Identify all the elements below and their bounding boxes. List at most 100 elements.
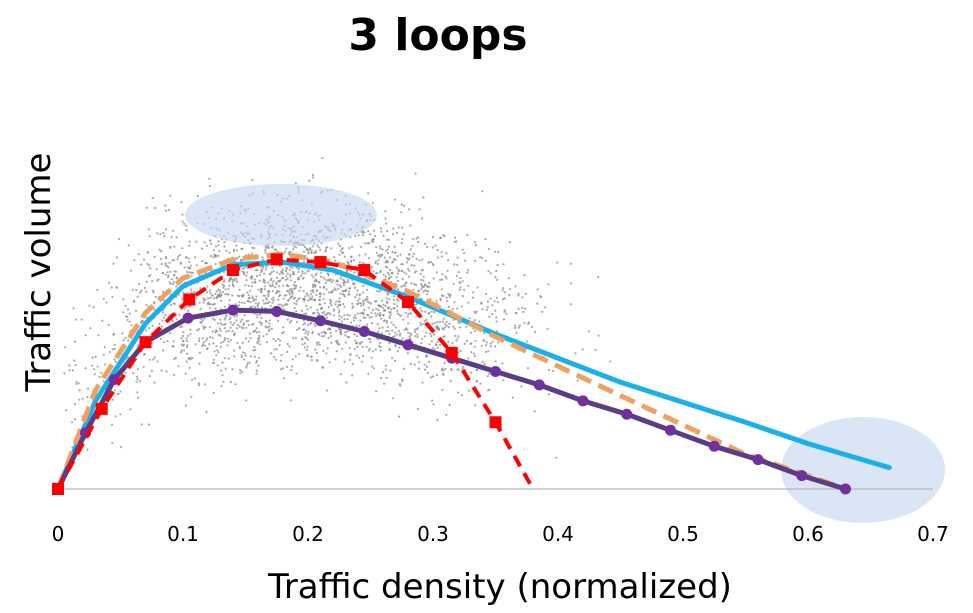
scatter-point: [340, 328, 343, 331]
scatter-point: [386, 307, 389, 310]
scatter-point: [379, 312, 382, 315]
scatter-point: [413, 264, 416, 267]
scatter-point: [326, 246, 329, 249]
scatter-point: [447, 292, 450, 295]
scatter-point: [206, 337, 209, 340]
scatter-point: [306, 354, 309, 357]
scatter-point: [435, 271, 438, 274]
scatter-point: [194, 343, 197, 346]
scatter-point: [281, 367, 285, 370]
scatter-point: [207, 297, 210, 300]
scatter-point: [186, 345, 189, 349]
scatter-point: [367, 192, 370, 195]
scatter-point: [135, 288, 138, 292]
scatter-point: [236, 249, 239, 252]
scatter-point: [160, 369, 163, 372]
scatter-point: [296, 278, 300, 281]
scatter-point: [318, 313, 321, 316]
series-point-purple: [315, 315, 326, 327]
scatter-point: [322, 286, 325, 289]
scatter-point: [515, 312, 518, 315]
series-point-red: [270, 253, 283, 266]
scatter-point: [122, 339, 125, 342]
scatter-point: [417, 236, 420, 239]
scatter-point: [360, 341, 363, 344]
scatter-point: [181, 213, 184, 216]
scatter-point: [368, 233, 372, 236]
scatter-point: [198, 301, 201, 304]
scatter-point: [386, 325, 389, 328]
scatter-point: [198, 351, 202, 354]
series-point-purple: [358, 325, 370, 337]
scatter-point: [313, 280, 316, 283]
scatter-point: [185, 360, 188, 363]
scatter-point: [358, 297, 361, 300]
scatter-point: [226, 344, 229, 347]
scatter-point: [356, 289, 359, 292]
scatter-point: [243, 271, 246, 274]
scatter-point: [405, 281, 408, 284]
scatter-point: [289, 275, 292, 278]
scatter-point: [459, 350, 462, 353]
scatter-point: [413, 303, 416, 306]
scatter-point: [313, 322, 316, 325]
scatter-point: [325, 288, 328, 291]
scatter-point: [530, 325, 534, 329]
scatter-point: [165, 228, 168, 231]
scatter-point: [291, 295, 294, 298]
scatter-point: [441, 273, 444, 276]
scatter-point: [278, 344, 281, 347]
scatter-point: [489, 342, 492, 345]
scatter-point: [202, 325, 205, 328]
scatter-point: [540, 296, 543, 299]
scatter-point: [170, 235, 173, 239]
x-tick-label: 0: [52, 522, 65, 546]
scatter-point: [304, 322, 307, 325]
scatter-point: [124, 304, 127, 307]
scatter-point: [370, 266, 374, 269]
scatter-point: [305, 348, 308, 352]
scatter-point: [285, 365, 289, 368]
scatter-point: [272, 284, 275, 287]
scatter-point: [216, 364, 219, 367]
scatter-point: [385, 321, 388, 324]
scatter-point: [140, 289, 143, 292]
scatter-point: [281, 268, 285, 271]
scatter-point: [358, 261, 361, 264]
scatter-point: [233, 333, 236, 336]
scatter-point: [377, 338, 380, 341]
scatter-point: [264, 246, 267, 249]
scatter-point: [414, 328, 417, 331]
scatter-point: [302, 290, 305, 293]
scatter-point: [456, 263, 459, 266]
scatter-point: [238, 345, 241, 349]
scatter-point: [251, 297, 254, 300]
scatter-point: [420, 217, 424, 220]
scatter-point: [354, 314, 357, 317]
scatter-point: [399, 253, 402, 256]
scatter-point: [367, 372, 370, 375]
scatter-point: [447, 259, 450, 262]
scatter-point: [253, 345, 256, 349]
scatter-point: [275, 348, 278, 351]
scatter-point: [336, 339, 339, 342]
scatter-point: [339, 373, 343, 376]
scatter-point: [419, 297, 422, 300]
scatter-point: [185, 256, 188, 259]
scatter-point: [267, 246, 270, 249]
scatter-point: [316, 311, 319, 314]
scatter-point: [189, 264, 192, 267]
scatter-point: [453, 240, 456, 243]
scatter-point: [343, 331, 347, 334]
scatter-point: [428, 360, 431, 363]
scatter-point: [338, 309, 341, 312]
scatter-point: [119, 390, 122, 393]
scatter-point: [172, 345, 175, 348]
scatter-point: [460, 305, 464, 308]
scatter-point: [310, 274, 313, 277]
scatter-point: [385, 376, 388, 379]
scatter-point: [216, 295, 219, 298]
scatter-point: [425, 365, 428, 368]
scatter-point: [330, 247, 333, 250]
